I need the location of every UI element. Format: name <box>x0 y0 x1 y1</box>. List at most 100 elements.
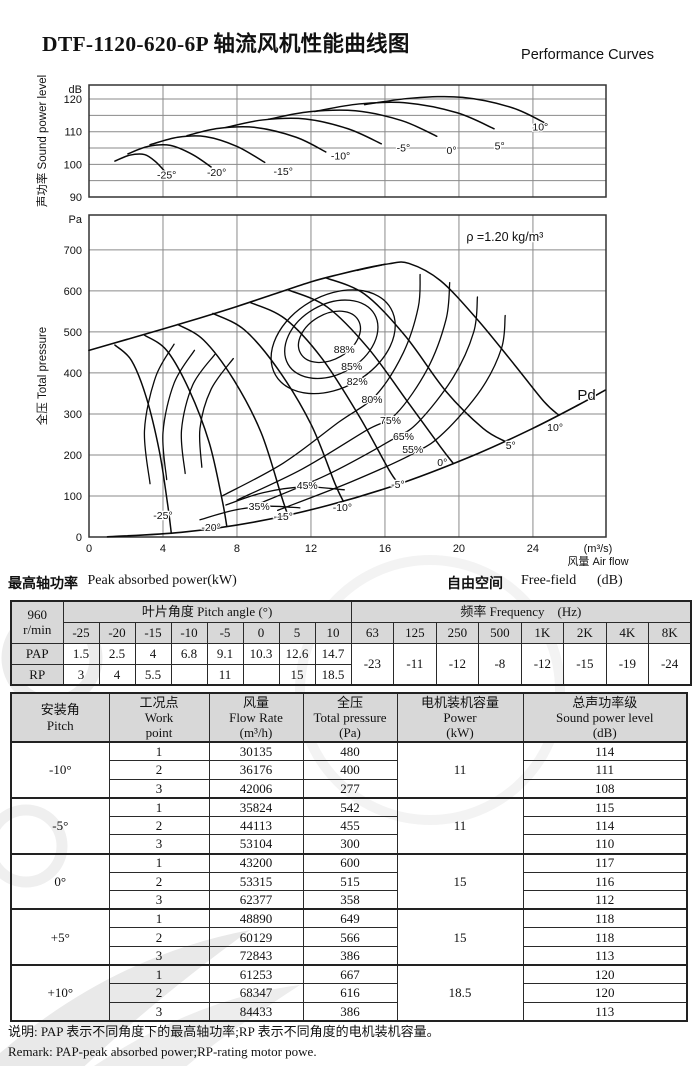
flow-rate-cell: 36176 <box>208 760 304 780</box>
curve-eff-80-left <box>198 357 234 468</box>
flow-rate-cell: 72843 <box>208 946 304 966</box>
table-row: 3 62377 358 112 <box>11 890 688 910</box>
curve-label: 10° <box>532 121 548 133</box>
curve-eff-55-left <box>143 343 175 485</box>
power-cell: 11 <box>396 741 524 799</box>
y-tick-label: 90 <box>70 192 82 204</box>
work-point-cell: 1 <box>108 852 210 873</box>
rp-value-cell: 15 <box>278 663 316 686</box>
work-point-cell: 2 <box>108 927 210 948</box>
flow-rate-cell: 61253 <box>208 964 304 985</box>
frequency-column-header: 8K <box>648 621 692 644</box>
y-axis-unit: dB <box>69 84 82 96</box>
table-row: -10° 1 30135 480 11 114 <box>10 741 688 799</box>
total-pressure-cell: 386 <box>302 946 398 966</box>
power-cell: 15 <box>396 852 524 910</box>
x-tick-label: 16 <box>379 543 391 555</box>
table-row: -5° 1 35824 542 11 115 <box>10 796 688 855</box>
pap-value-cell: 1.5 <box>62 642 100 665</box>
rp-value-cell <box>242 663 280 686</box>
free-field-value-cell: -12 <box>435 642 480 686</box>
total-pressure-cell: 616 <box>302 983 398 1003</box>
curve-pitch-5 <box>325 277 506 443</box>
efficiency-contour-eff-88 <box>297 310 362 364</box>
free-field-unit: (dB) <box>597 573 623 588</box>
column-header: 风量 Flow Rate (m³/h) <box>208 692 304 743</box>
curve-pitch--15 <box>177 323 289 517</box>
flow-rate-cell: 30135 <box>208 741 304 762</box>
frequency-column-header: 4K <box>605 621 650 644</box>
sound-power-level-cell: 118 <box>522 908 688 929</box>
performance-curves-label: Performance Curves <box>521 47 654 63</box>
curve-label: -5° <box>397 142 411 154</box>
y-tick-label: 500 <box>64 327 82 339</box>
sound-power-level-cell: 108 <box>522 778 688 799</box>
frequency-column-header: 63 <box>350 621 395 644</box>
curve-label: 5° <box>495 140 505 152</box>
sound-power-level-cell: 110 <box>522 834 688 855</box>
curve-label: -20° <box>201 522 220 534</box>
frequency-header: 频率 Frequency (Hz) <box>350 600 692 623</box>
pitch-angle-column-header: -5 <box>206 621 244 644</box>
work-point-cell: 2 <box>108 760 210 780</box>
sound-power-level-cell: 120 <box>522 983 688 1003</box>
x-tick-label: 24 <box>527 543 539 555</box>
total-pressure-cell: 480 <box>302 741 398 762</box>
total-pressure-cell: 358 <box>302 890 398 910</box>
pitch-angle-column-header: 10 <box>314 621 352 644</box>
table-row: 2 44113 455 114 <box>11 815 688 836</box>
flow-rate-cell: 35824 <box>208 796 304 817</box>
x-tick-label: 12 <box>305 543 317 555</box>
sound-power-level-cell: 117 <box>522 852 688 873</box>
curve--25° <box>114 153 168 175</box>
free-field-value-cell: -15 <box>563 642 607 686</box>
curve-label: 55% <box>402 444 423 456</box>
table-row: 2 53315 515 116 <box>11 871 688 892</box>
flow-rate-cell: 68347 <box>208 983 304 1003</box>
free-field-caption-en: Free-field <box>521 573 577 588</box>
y-tick-label: 200 <box>64 450 82 462</box>
pap-value-cell: 9.1 <box>206 642 244 665</box>
efficiency-contour-eff-85 <box>284 299 379 380</box>
pressure-flow-chart: 88% 85% 82% 80% 75% 65%55% 45% 35% -25° -20° -15° -… <box>35 214 629 568</box>
total-pressure-cell: 277 <box>302 778 398 799</box>
sound-power-level-cell: 111 <box>522 760 688 780</box>
total-pressure-cell: 386 <box>302 1001 398 1022</box>
flow-rate-cell: 84433 <box>208 1001 304 1022</box>
curve-eff-45 <box>225 486 345 506</box>
table-row: 2 60129 566 118 <box>11 927 688 948</box>
curve-0° <box>267 109 438 138</box>
work-point-cell: 3 <box>108 778 210 799</box>
total-pressure-cell: 400 <box>302 760 398 780</box>
table-row: +5° 1 48890 649 15 118 <box>10 908 688 966</box>
curve-pitch-0 <box>288 289 455 465</box>
sound-power-level-cell: 115 <box>522 796 688 817</box>
pitch-angle-column-header: 0 <box>242 621 280 644</box>
sound-power-level-cell: 120 <box>522 964 688 985</box>
column-header: 安装角 Pitch <box>10 692 110 743</box>
pap-value-cell: 4 <box>134 642 172 665</box>
curve-eff-80-right <box>221 273 421 497</box>
curve-label: 82% <box>347 376 368 388</box>
flow-rate-cell: 53104 <box>208 834 304 855</box>
frequency-column-header: 1K <box>520 621 565 644</box>
curve-label: 75% <box>380 415 401 427</box>
pap-value-cell: 14.7 <box>314 642 352 665</box>
curve-10° <box>363 95 549 126</box>
pitch-angle-column-header: -10 <box>170 621 208 644</box>
curve-label: 65% <box>393 431 414 443</box>
column-header: 全压 Total pressure (Pa) <box>302 692 398 743</box>
total-pressure-cell: 566 <box>302 927 398 948</box>
free-field-value-cell: -23 <box>350 642 395 686</box>
flow-rate-cell: 62377 <box>208 890 304 910</box>
curve-pitch--5 <box>249 301 400 485</box>
curve--10° <box>186 126 327 153</box>
x-axis-unit: (m³/s) <box>584 543 613 555</box>
rp-value-cell <box>170 663 208 686</box>
total-pressure-cell: 515 <box>302 871 398 892</box>
power-cell: 11 <box>396 796 524 855</box>
curve-eff-65-right <box>254 296 479 506</box>
curve-pitch-10 <box>356 261 560 416</box>
frequency-column-header: 2K <box>563 621 607 644</box>
y-tick-label: 600 <box>64 286 82 298</box>
